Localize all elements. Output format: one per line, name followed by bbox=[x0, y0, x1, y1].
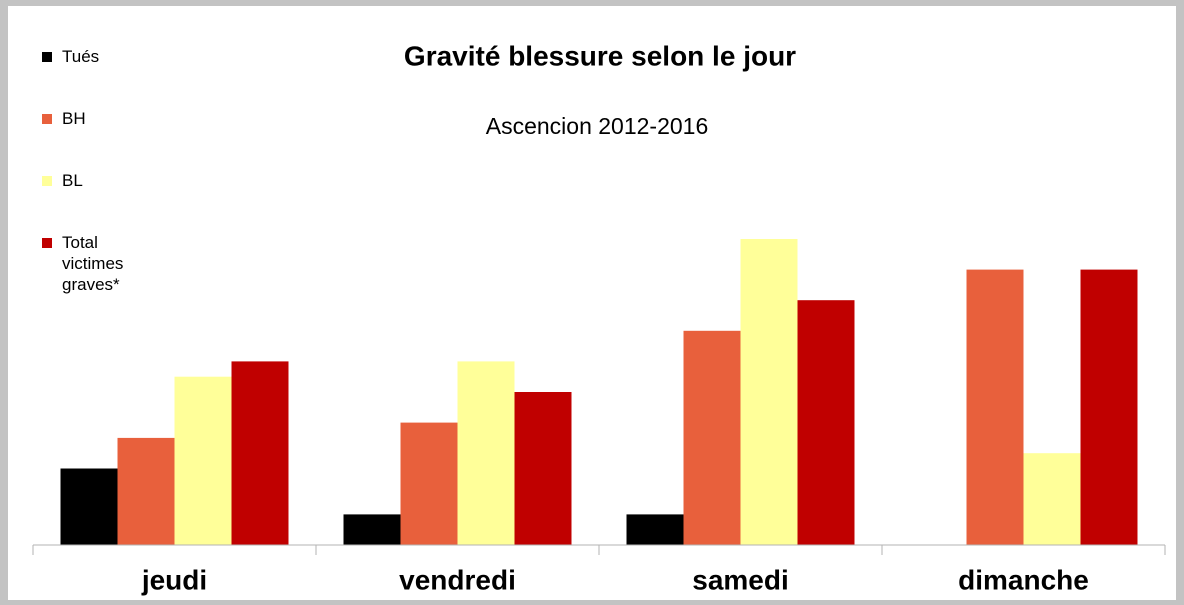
bar bbox=[60, 468, 118, 545]
bar bbox=[683, 330, 741, 545]
data-label: 18 bbox=[983, 234, 1007, 259]
data-label: 12 bbox=[248, 326, 272, 351]
data-label: 11 bbox=[191, 342, 214, 367]
bar bbox=[174, 376, 232, 545]
bar bbox=[343, 514, 401, 545]
data-label: 10 bbox=[531, 357, 555, 382]
x-tick-label: samedi bbox=[692, 564, 789, 595]
data-label: 12 bbox=[474, 326, 498, 351]
legend-label: BL bbox=[62, 171, 83, 190]
data-label: 5 bbox=[81, 427, 97, 458]
legend-label: BH bbox=[62, 109, 86, 128]
bar bbox=[966, 269, 1024, 545]
chart-subtitle: Ascencion 2012-2016 bbox=[486, 113, 709, 139]
data-label: 20 bbox=[757, 204, 781, 229]
bar bbox=[797, 300, 855, 545]
data-label: 16 bbox=[814, 265, 838, 290]
bar bbox=[400, 422, 458, 545]
bar bbox=[514, 392, 572, 545]
bar bbox=[457, 361, 515, 545]
x-tick-label: dimanche bbox=[958, 564, 1089, 595]
bar bbox=[740, 239, 798, 545]
legend-swatch bbox=[42, 238, 52, 248]
bar bbox=[117, 437, 175, 545]
legend-label: Total victimes graves* bbox=[62, 233, 124, 294]
data-label: 2 bbox=[647, 473, 663, 504]
bar bbox=[1023, 453, 1081, 545]
legend-swatch bbox=[42, 52, 52, 62]
x-tick-label: jeudi bbox=[141, 564, 207, 595]
x-tick-label: vendredi bbox=[399, 564, 516, 595]
legend-swatch bbox=[42, 114, 52, 124]
bar bbox=[231, 361, 289, 545]
chart-title: Gravité blessure selon le jour bbox=[404, 40, 796, 71]
data-label: 14 bbox=[700, 296, 725, 321]
bar bbox=[1080, 269, 1138, 545]
legend-swatch bbox=[42, 176, 52, 186]
bar bbox=[626, 514, 684, 545]
data-label: 18 bbox=[1097, 234, 1121, 259]
legend-label: Tués bbox=[62, 47, 100, 66]
data-label: 7 bbox=[140, 403, 152, 428]
data-label: 2 bbox=[364, 473, 380, 504]
data-label: 6 bbox=[1046, 418, 1058, 443]
data-label: 8 bbox=[423, 387, 435, 412]
